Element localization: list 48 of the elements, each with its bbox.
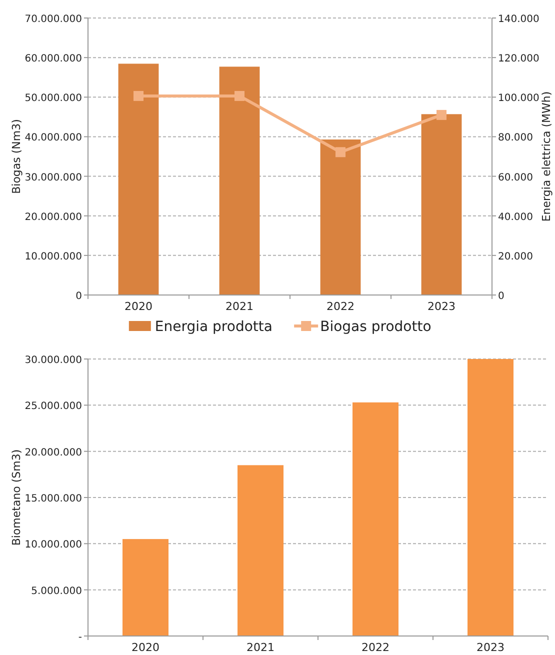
x-tick-label: 2020 [132, 641, 160, 654]
x-tick-label: 2023 [476, 641, 504, 654]
point [234, 90, 244, 101]
x-tick-label: 2020 [124, 300, 152, 313]
point [436, 110, 446, 120]
bar [219, 66, 260, 295]
x-tick-label: 2022 [326, 300, 354, 313]
y-tick-label: 10.000.000 [24, 251, 82, 262]
bar [238, 465, 284, 636]
bar [320, 139, 361, 295]
y2-tick-label: 100.000 [498, 93, 540, 104]
y-tick-label: 25.000.000 [24, 401, 82, 412]
y-tick-label: 50.000.000 [24, 93, 82, 104]
y2-tick-label: 20.000 [498, 251, 533, 262]
y-tick-label: 0 [76, 291, 82, 302]
y2-tick-label: 120.000 [498, 54, 540, 65]
y-tick-label: 10.000.000 [24, 540, 82, 551]
bar [352, 402, 398, 636]
y2-tick-label: 80.000 [498, 132, 533, 144]
x-tick-label: 2022 [362, 641, 390, 654]
bar [468, 359, 514, 636]
x-tick-label: 2023 [428, 300, 456, 313]
legend-label: Energia prodotta [154, 319, 272, 335]
y-axis-title: Biometano (Sm3) [10, 449, 23, 546]
x-tick-label: 2021 [246, 641, 274, 654]
point [336, 147, 346, 158]
y-axis-title: Biogas (Nm3) [10, 119, 23, 194]
y-tick-label: 30.000.000 [24, 172, 82, 184]
y-tick-label: 20.000.000 [24, 212, 82, 223]
x-tick-label: 2021 [226, 300, 254, 313]
y2-tick-label: 0 [498, 291, 504, 302]
y2-axis-title: Energia elettrica (MWh) [540, 91, 553, 222]
y-tick-label: - [78, 632, 82, 643]
bar [421, 114, 462, 295]
y-tick-label: 5.000.000 [31, 586, 82, 597]
y-tick-label: 30.000.000 [24, 355, 82, 366]
y-tick-label: 15.000.000 [24, 494, 82, 504]
y2-tick-label: 60.000 [498, 172, 533, 184]
legend-label: Biogas prodotto [320, 319, 432, 335]
y2-tick-label: 140.000 [498, 14, 540, 25]
y-tick-label: 40.000.000 [24, 132, 82, 144]
y-tick-label: 20.000.000 [24, 447, 82, 458]
bar [122, 539, 168, 636]
y2-tick-label: 40.000 [498, 212, 533, 223]
bar [118, 64, 159, 295]
y-tick-label: 60.000.000 [24, 54, 82, 65]
y-tick-label: 70.000.000 [24, 14, 82, 25]
point [134, 90, 144, 101]
